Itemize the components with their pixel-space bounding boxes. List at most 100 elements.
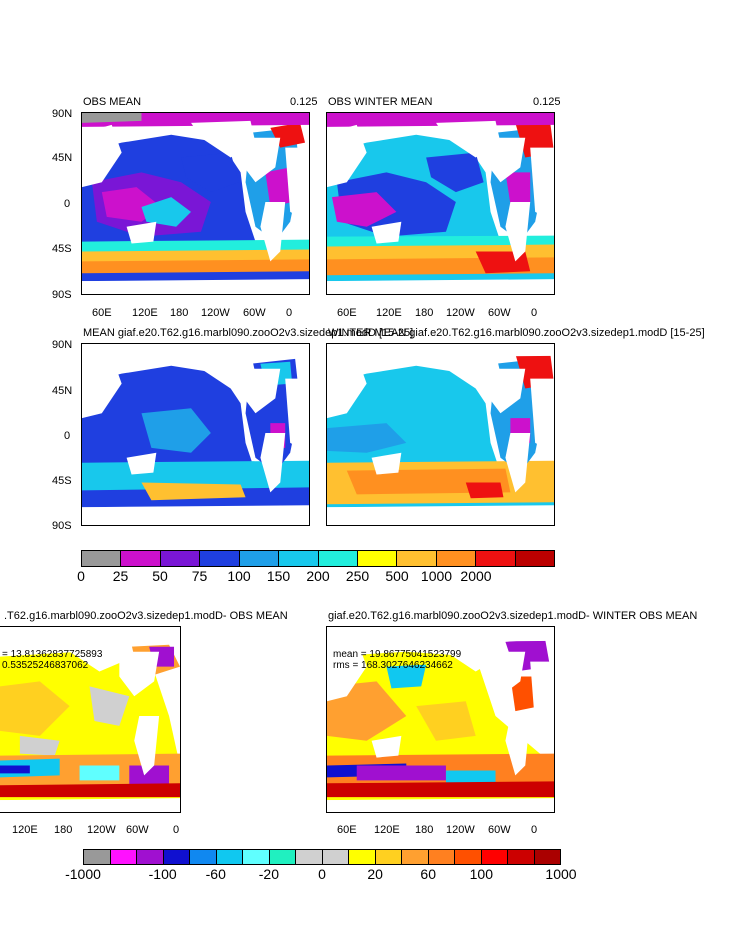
colorbar-label: 150 xyxy=(266,568,291,584)
colorbar-swatch xyxy=(243,850,270,864)
colorbar-label: 1000 xyxy=(545,866,577,882)
panel5-title: .T62.g16.marbl090.zooO2v3.sizedep1.modD-… xyxy=(4,610,288,622)
colorbar-swatch xyxy=(160,551,201,566)
map-obs-mean xyxy=(81,112,310,295)
p6-lon-120w: 120W xyxy=(446,824,475,836)
panel2-value: 0.125 xyxy=(533,96,561,108)
p6-lon-60e: 60E xyxy=(337,824,357,836)
colorbar-swatch xyxy=(121,551,161,566)
p5-lon-180: 180 xyxy=(54,824,73,836)
colorbar-swatch xyxy=(508,850,535,864)
colorbar-swatch xyxy=(397,551,437,566)
colorbar-label: 0 xyxy=(77,568,85,584)
panel3-title: MEAN giaf.e20.T62.g16.marbl090.zooO2v3.s… xyxy=(83,327,414,339)
colorbar-swatch xyxy=(515,551,555,566)
colorbar-label: 100 xyxy=(227,568,251,584)
panel5-rms: 0.53525246837062 xyxy=(2,660,89,671)
colorbar-swatch xyxy=(322,850,349,864)
colorbar-swatch xyxy=(84,850,111,864)
colorbar-swatch xyxy=(190,850,217,864)
colorbar-swatch xyxy=(216,850,243,864)
p2-lon-120w: 120W xyxy=(446,307,475,319)
p3-lat-45s: 45S xyxy=(52,475,72,487)
p1-lat-90n: 90N xyxy=(52,108,73,120)
p1-lon-60w: 60W xyxy=(243,307,266,319)
map-obs-winter-mean xyxy=(326,112,555,295)
p1-lat-0: 0 xyxy=(64,198,71,210)
panel6-mean: mean = 19.86775041523799 xyxy=(333,649,462,660)
colorbar-label: 25 xyxy=(112,568,129,584)
p2-lon-0: 0 xyxy=(531,307,538,319)
p2-lon-120e: 120E xyxy=(376,307,402,319)
p3-lat-0: 0 xyxy=(64,430,71,442)
colorbar-swatch xyxy=(239,551,280,566)
p5-lon-0: 0 xyxy=(173,824,180,836)
map-diff-mean xyxy=(0,626,181,813)
map-model-mean xyxy=(81,343,310,526)
colorbar-swatch xyxy=(357,551,398,566)
colorbar-swatch xyxy=(279,551,319,566)
colorbar-label: -1000 xyxy=(65,866,101,882)
colorbar-label: -60 xyxy=(205,866,226,882)
colorbar-label: 60 xyxy=(420,866,437,882)
colorbar-swatch xyxy=(402,850,429,864)
p6-lon-0: 0 xyxy=(531,824,538,836)
p1-lon-60e: 60E xyxy=(92,307,112,319)
panel5-mean: = 13.81362837725893 xyxy=(2,649,103,660)
colorbar-swatch xyxy=(375,850,402,864)
colorbar-label: 100 xyxy=(469,866,494,882)
colorbar-swatch xyxy=(534,850,560,864)
map-diff-winter-mean xyxy=(326,626,555,813)
p1-lon-120w: 120W xyxy=(201,307,230,319)
colorbar-label: 250 xyxy=(345,568,370,584)
p6-lon-120e: 120E xyxy=(374,824,400,836)
colorbar-label: 1000 xyxy=(420,568,453,584)
colorbar-label: 0 xyxy=(318,866,326,882)
p1-lat-90s: 90S xyxy=(52,289,72,301)
colorbar-swatch xyxy=(349,850,376,864)
panel1-value: 0.125 xyxy=(290,96,318,108)
colorbar-label: -100 xyxy=(148,866,177,882)
p2-lon-180: 180 xyxy=(415,307,434,319)
p2-lon-60w: 60W xyxy=(488,307,511,319)
colorbar-label: 75 xyxy=(191,568,208,584)
colorbar-swatch xyxy=(200,551,240,566)
panel2-title: OBS WINTER MEAN xyxy=(328,96,433,108)
p1-lat-45n: 45N xyxy=(52,152,73,164)
p3-lat-90n: 90N xyxy=(52,339,73,351)
colorbar-absolute xyxy=(81,550,555,567)
colorbar-label: 500 xyxy=(385,568,409,584)
p1-lon-180: 180 xyxy=(170,307,189,319)
colorbar-swatch xyxy=(481,850,508,864)
colorbar-swatch xyxy=(428,850,455,864)
p3-lat-90s: 90S xyxy=(52,520,72,532)
p5-lon-60w: 60W xyxy=(126,824,149,836)
colorbar-swatch xyxy=(137,850,164,864)
p2-lon-60e: 60E xyxy=(337,307,357,319)
colorbar-swatch xyxy=(110,850,137,864)
colorbar-swatch xyxy=(296,850,323,864)
colorbar-difference xyxy=(83,849,561,865)
colorbar-swatch xyxy=(82,551,122,566)
p6-lon-180: 180 xyxy=(415,824,434,836)
p6-lon-60w: 60W xyxy=(488,824,511,836)
p5-lon-120w: 120W xyxy=(87,824,116,836)
colorbar-label: 20 xyxy=(367,866,383,882)
map-model-winter-mean xyxy=(326,343,555,526)
p5-lon-120e: 120E xyxy=(12,824,38,836)
panel6-title: giaf.e20.T62.g16.marbl090.zooO2v3.sizede… xyxy=(328,610,698,622)
colorbar-label: 200 xyxy=(306,568,330,584)
colorbar-swatch xyxy=(269,850,296,864)
colorbar-label: -20 xyxy=(258,866,279,882)
colorbar-label: 2000 xyxy=(460,568,492,584)
colorbar-swatch xyxy=(455,850,482,864)
colorbar-swatch xyxy=(318,551,358,566)
p3-lat-45n: 45N xyxy=(52,385,73,397)
p1-lat-45s: 45S xyxy=(52,243,72,255)
colorbar-swatch xyxy=(436,551,477,566)
colorbar-swatch xyxy=(163,850,190,864)
p1-lon-120e: 120E xyxy=(132,307,158,319)
panel4-title: WINTER MEAN giaf.e20.T62.g16.marbl090.zo… xyxy=(328,327,705,339)
colorbar-label: 50 xyxy=(152,568,168,584)
colorbar-swatch xyxy=(476,551,516,566)
